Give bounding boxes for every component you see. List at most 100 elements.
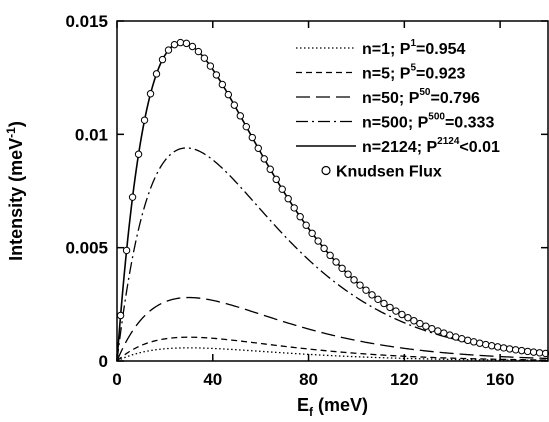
knudsen-flux-point <box>170 40 179 49</box>
knudsen-flux-point <box>511 346 520 354</box>
legend-label-rest: =0.333 <box>445 115 494 132</box>
knudsen-flux-point <box>254 144 262 152</box>
legend-label-sup: 50 <box>419 87 431 98</box>
knudsen-flux-point <box>206 62 215 70</box>
knudsen-flux-point <box>176 38 185 47</box>
knudsen-flux-point <box>230 101 239 109</box>
knudsen-flux-point <box>212 71 221 79</box>
knudsen-flux-point <box>272 175 280 184</box>
knudsen-flux-point <box>242 122 251 131</box>
knudsen-flux-point <box>380 299 388 308</box>
knudsen-flux-point <box>517 346 526 355</box>
y-axis-title-main: Intensity (meV <box>6 138 26 261</box>
x-axis-title-sub: f <box>309 405 314 419</box>
knudsen-flux-point <box>494 343 502 351</box>
legend-label-sup: 500 <box>428 112 445 123</box>
knudsen-flux-point <box>374 295 382 304</box>
legend-label-rest: =0.796 <box>430 90 479 107</box>
legend-label-sup: 2124 <box>437 136 460 147</box>
knudsen-flux-point <box>146 90 155 98</box>
legend-label-main: Knudsen Flux <box>336 164 442 181</box>
knudsen-flux-point <box>194 47 203 56</box>
legend-label: n=1; P1=0.954 <box>362 38 466 58</box>
x-tick-label: 0 <box>112 370 121 389</box>
knudsen-flux-point <box>488 342 496 350</box>
knudsen-flux-point <box>248 133 256 142</box>
legend-label-main: n=5; P <box>362 66 411 83</box>
knudsen-flux-point <box>482 340 490 349</box>
knudsen-flux-point <box>266 165 274 173</box>
plot-curves <box>116 38 549 362</box>
knudsen-flux-point <box>410 317 418 325</box>
knudsen-flux-point <box>296 213 304 221</box>
knudsen-flux-point <box>158 55 167 64</box>
knudsen-flux-point <box>505 345 514 353</box>
knudsen-flux-point <box>428 324 436 333</box>
x-tick-label: 40 <box>203 370 222 389</box>
x-tick-label: 80 <box>299 370 318 389</box>
knudsen-flux-point <box>523 347 532 356</box>
y-axis-title-sup: -1 <box>4 127 18 138</box>
knudsen-flux-point <box>386 303 394 312</box>
legend-label: n=5; P5=0.923 <box>362 63 466 83</box>
legend-label-main: n=2124; P <box>362 139 437 156</box>
knudsen-flux-point <box>350 276 358 284</box>
knudsen-flux-point <box>152 70 161 78</box>
knudsen-flux-point <box>326 251 334 260</box>
knudsen-flux-point <box>362 286 370 294</box>
knudsen-flux-point <box>398 310 406 319</box>
knudsen-flux-point <box>392 307 400 315</box>
knudsen-flux-point <box>464 336 472 345</box>
legend-label-rest: =0.923 <box>416 66 465 83</box>
series-line <box>116 41 549 362</box>
legend-label: Knudsen Flux <box>336 164 442 181</box>
knudsen-flux-point <box>314 237 322 245</box>
knudsen-flux-point <box>529 348 538 356</box>
x-tick-label: 160 <box>486 370 514 389</box>
legend-label-main: n=1; P <box>362 41 411 58</box>
legend-label-rest: <0.01 <box>459 139 500 156</box>
legend-label: n=2124; P2124<0.01 <box>362 136 500 156</box>
x-axis-ticks: 0 40 80 120 160 <box>112 21 514 389</box>
knudsen-flux-point <box>368 291 376 299</box>
knudsen-flux-point <box>284 195 292 203</box>
knudsen-flux-point <box>302 221 310 229</box>
knudsen-flux-point <box>278 185 286 193</box>
knudsen-flux-point <box>470 338 478 346</box>
plot-frame <box>116 20 549 362</box>
knudsen-flux-point <box>476 339 484 347</box>
knudsen-flux-point <box>344 270 352 278</box>
knudsen-flux-point <box>188 42 197 51</box>
knudsen-flux-point <box>446 331 454 339</box>
knudsen-flux-point <box>260 155 268 163</box>
knudsen-flux-point <box>164 46 173 54</box>
y-tick-label: 0.015 <box>65 12 108 31</box>
legend-label-sup: 1 <box>410 38 416 49</box>
y-axis-title-rest: ) <box>6 121 26 127</box>
y-tick-label: 0.005 <box>65 239 108 258</box>
legend-label-sup: 5 <box>410 63 416 74</box>
y-axis-title: Intensity (meV-1) <box>4 121 26 261</box>
legend-symbol <box>321 165 331 176</box>
knudsen-flux-point <box>332 258 340 266</box>
y-tick-label: 0 <box>99 352 108 371</box>
knudsen-flux-point <box>224 90 233 99</box>
x-tick-label: 120 <box>390 370 418 389</box>
knudsen-flux-point <box>422 322 430 330</box>
knudsen-flux-point <box>128 193 137 201</box>
knudsen-flux-point <box>500 344 508 352</box>
series-line <box>116 296 549 362</box>
knudsen-flux-point <box>434 327 442 335</box>
knudsen-flux-point <box>452 333 460 341</box>
knudsen-flux-point <box>535 349 544 357</box>
knudsen-flux-point <box>320 244 328 253</box>
knudsen-flux-point <box>218 80 227 89</box>
knudsen-flux-point <box>290 204 298 212</box>
knudsen-flux-point <box>404 314 412 322</box>
knudsen-flux-point <box>140 116 149 124</box>
knudsen-flux-point <box>440 329 448 337</box>
x-axis-title: Ef (meV) <box>297 395 368 419</box>
knudsen-flux-point <box>458 335 466 343</box>
legend-label: n=500; P500=0.333 <box>362 112 494 132</box>
x-axis-title-rest: (meV) <box>313 395 368 415</box>
